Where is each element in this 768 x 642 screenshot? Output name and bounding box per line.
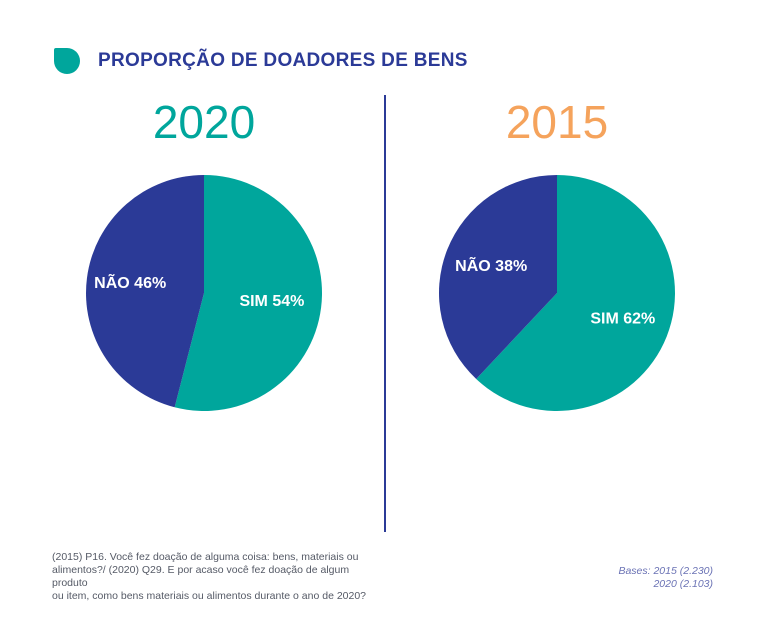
pie-slice-2020-sim: [174, 175, 323, 412]
bases-line: 2020 (2.103): [653, 578, 713, 590]
footnote-line: (2015) P16. Você fez doação de alguma co…: [52, 551, 359, 563]
pie-chart-2020: SIM 54% NÃO 46% 2020: [39, 95, 369, 425]
pie-2020-svg: SIM 54% NÃO 46%: [86, 175, 323, 412]
divider: [384, 95, 386, 532]
year-label-2020: 2020: [152, 96, 256, 148]
drop-bullet-icon: [54, 48, 80, 74]
pie-2015-svg: SIM 62% NÃO 38%: [438, 175, 675, 411]
pie-slice-2015-sim: [476, 175, 675, 411]
pie-label-2020-nao: NÃO 46%: [94, 272, 166, 292]
page-title: PROPORÇÃO DE DOADORES DE BENS: [98, 50, 468, 71]
footnote-line: ou item, como bens materiais ou alimento…: [52, 590, 367, 602]
pie-label-2015-sim: SIM 62%: [590, 310, 655, 327]
pie-slice-2015-nao: [438, 175, 557, 380]
pie-label-2015-nao: NÃO 38%: [455, 255, 527, 275]
footnote: (2015) P16. Você fez doação de alguma co…: [52, 551, 382, 603]
footnote-line: alimentos?/ (2020) Q29. E por acaso você…: [52, 564, 350, 589]
bases-note: Bases: 2015 (2.230) 2020 (2.103): [618, 565, 713, 591]
pie-chart-2015: SIM 62% NÃO 38% 2015: [392, 95, 722, 425]
pie-slice-2020-nao: [86, 175, 204, 408]
bases-line: Bases: 2015 (2.230): [618, 565, 713, 577]
title-row: PROPORÇÃO DE DOADORES DE BENS: [52, 46, 468, 76]
pie-label-2020-sim: SIM 54%: [239, 293, 304, 310]
year-label-2015: 2015: [505, 96, 609, 148]
